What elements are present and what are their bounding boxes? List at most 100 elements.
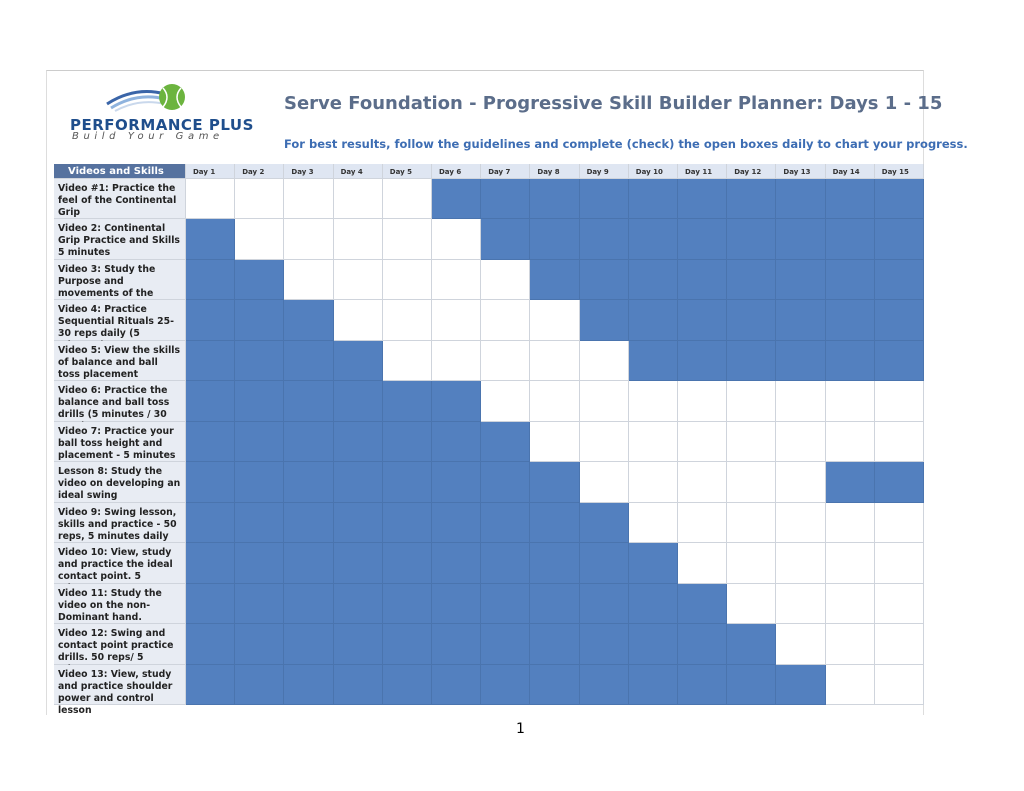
check-box[interactable] bbox=[825, 381, 875, 422]
filled-cell bbox=[727, 624, 777, 665]
filled-cell bbox=[432, 179, 482, 220]
check-box[interactable] bbox=[432, 259, 482, 301]
check-box[interactable] bbox=[481, 340, 531, 382]
check-box[interactable] bbox=[727, 583, 777, 625]
filled-cell bbox=[874, 259, 924, 301]
filled-cell bbox=[382, 502, 432, 544]
filled-cell bbox=[481, 624, 531, 665]
check-box[interactable] bbox=[432, 300, 482, 341]
check-box[interactable] bbox=[530, 421, 580, 463]
check-box[interactable] bbox=[776, 624, 826, 665]
filled-cell bbox=[628, 340, 678, 382]
check-box[interactable] bbox=[481, 259, 531, 301]
page-number: 1 bbox=[516, 721, 525, 737]
check-box[interactable] bbox=[874, 664, 924, 705]
check-box[interactable] bbox=[727, 502, 777, 544]
check-box[interactable] bbox=[727, 462, 777, 503]
filled-cell bbox=[333, 583, 383, 625]
check-box[interactable] bbox=[678, 502, 728, 544]
column-header: Day 4 bbox=[333, 164, 383, 179]
check-box[interactable] bbox=[530, 340, 580, 382]
filled-cell bbox=[579, 664, 629, 705]
row-label: Video 13: View, study and practice shoul… bbox=[54, 664, 186, 716]
check-box[interactable] bbox=[186, 179, 236, 220]
check-box[interactable] bbox=[382, 179, 432, 220]
check-box[interactable] bbox=[874, 624, 924, 665]
filled-cell bbox=[186, 462, 236, 503]
check-box[interactable] bbox=[874, 583, 924, 625]
check-box[interactable] bbox=[481, 381, 531, 422]
check-box[interactable] bbox=[678, 543, 728, 584]
check-box[interactable] bbox=[825, 421, 875, 463]
filled-cell bbox=[284, 664, 334, 705]
filled-cell bbox=[874, 300, 924, 341]
check-box[interactable] bbox=[825, 502, 875, 544]
check-box[interactable] bbox=[727, 543, 777, 584]
check-box[interactable] bbox=[432, 219, 482, 260]
check-box[interactable] bbox=[382, 259, 432, 301]
check-box[interactable] bbox=[284, 219, 334, 260]
filled-cell bbox=[235, 624, 285, 665]
check-box[interactable] bbox=[678, 421, 728, 463]
check-box[interactable] bbox=[776, 583, 826, 625]
filled-cell bbox=[628, 179, 678, 220]
tagline: Build Your Game bbox=[72, 131, 224, 142]
check-box[interactable] bbox=[825, 583, 875, 625]
check-box[interactable] bbox=[825, 543, 875, 584]
filled-cell bbox=[333, 462, 383, 503]
filled-cell bbox=[530, 179, 580, 220]
check-box[interactable] bbox=[874, 381, 924, 422]
check-box[interactable] bbox=[530, 381, 580, 422]
check-box[interactable] bbox=[776, 421, 826, 463]
filled-cell bbox=[186, 381, 236, 422]
check-box[interactable] bbox=[874, 421, 924, 463]
filled-cell bbox=[530, 583, 580, 625]
check-box[interactable] bbox=[481, 300, 531, 341]
filled-cell bbox=[284, 462, 334, 503]
check-box[interactable] bbox=[776, 462, 826, 503]
check-box[interactable] bbox=[678, 462, 728, 503]
check-box[interactable] bbox=[235, 219, 285, 260]
check-box[interactable] bbox=[727, 381, 777, 422]
check-box[interactable] bbox=[678, 381, 728, 422]
check-box[interactable] bbox=[874, 543, 924, 584]
check-box[interactable] bbox=[776, 543, 826, 584]
row-label: Video 10: View, study and practice the i… bbox=[54, 543, 186, 594]
check-box[interactable] bbox=[776, 502, 826, 544]
row-label: Video 12: Swing and contact point practi… bbox=[54, 624, 186, 675]
check-box[interactable] bbox=[628, 381, 678, 422]
check-box[interactable] bbox=[874, 502, 924, 544]
check-box[interactable] bbox=[628, 502, 678, 544]
check-box[interactable] bbox=[579, 340, 629, 382]
check-box[interactable] bbox=[530, 300, 580, 341]
filled-cell bbox=[530, 664, 580, 705]
check-box[interactable] bbox=[579, 381, 629, 422]
check-box[interactable] bbox=[579, 462, 629, 503]
column-header: Videos and Skills bbox=[54, 164, 186, 179]
brand: PERFORMANCE PLUS bbox=[70, 116, 254, 134]
check-box[interactable] bbox=[825, 664, 875, 705]
check-box[interactable] bbox=[333, 300, 383, 341]
check-box[interactable] bbox=[579, 421, 629, 463]
check-box[interactable] bbox=[432, 340, 482, 382]
check-box[interactable] bbox=[727, 421, 777, 463]
row-label: Video 11: Study the video on the non-Dom… bbox=[54, 583, 186, 635]
check-box[interactable] bbox=[628, 462, 678, 503]
check-box[interactable] bbox=[284, 179, 334, 220]
check-box[interactable] bbox=[825, 624, 875, 665]
check-box[interactable] bbox=[284, 259, 334, 301]
check-box[interactable] bbox=[382, 300, 432, 341]
check-box[interactable] bbox=[333, 259, 383, 301]
check-box[interactable] bbox=[382, 340, 432, 382]
check-box[interactable] bbox=[235, 179, 285, 220]
check-box[interactable] bbox=[776, 381, 826, 422]
check-box[interactable] bbox=[333, 219, 383, 260]
check-box[interactable] bbox=[628, 421, 678, 463]
check-box[interactable] bbox=[382, 219, 432, 260]
filled-cell bbox=[874, 179, 924, 220]
filled-cell bbox=[235, 502, 285, 544]
filled-cell bbox=[874, 462, 924, 503]
filled-cell bbox=[628, 259, 678, 301]
check-box[interactable] bbox=[333, 179, 383, 220]
